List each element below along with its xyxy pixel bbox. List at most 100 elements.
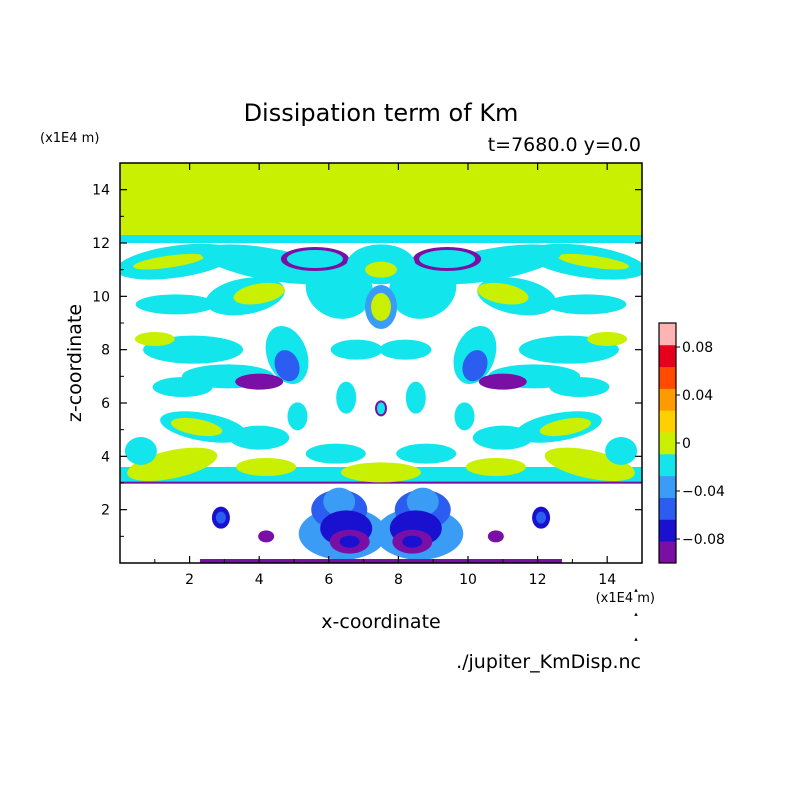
x-tick-label: 8 xyxy=(394,572,403,588)
y-tick-label: 4 xyxy=(101,449,110,465)
heatmap-plot-area xyxy=(120,163,642,563)
colorbar xyxy=(658,322,677,564)
x-axis-unit: (x1E4 m) xyxy=(596,591,655,606)
heatmap-contour-blob xyxy=(287,402,308,431)
heatmap-contour-blob xyxy=(233,282,285,305)
heatmap-contour-blob xyxy=(454,402,475,431)
heatmap-contour-blob xyxy=(215,511,226,524)
heatmap-contour-blob xyxy=(200,244,339,285)
colorbar-swatch xyxy=(659,519,676,542)
heatmap-contour-blob xyxy=(170,417,223,437)
heatmap-contour-blob xyxy=(419,250,476,268)
heatmap-contour-blob xyxy=(336,381,357,414)
x-tick-label: 10 xyxy=(459,572,477,588)
x-axis-ticks: 2 4 6 8 10 12 14 xyxy=(154,163,643,588)
x-axis-label: x-coordinate xyxy=(321,611,440,633)
colorbar-swatch xyxy=(659,323,676,346)
colorbar-tick-label: −0.04 xyxy=(682,484,725,500)
heatmap-contour-blob xyxy=(379,339,432,360)
heatmap-contour-blob xyxy=(365,261,397,278)
heatmap-contour-blob xyxy=(477,282,529,305)
heatmap-contour-blob xyxy=(339,535,360,548)
y-axis-unit: (x1E4 m) xyxy=(40,131,99,146)
heatmap-contour-blob xyxy=(341,462,421,483)
heatmap-contour-blob xyxy=(377,402,385,415)
heatmap-contour-blob xyxy=(465,458,526,476)
y-tick-label: 14 xyxy=(92,183,110,199)
heatmap-contour-blob xyxy=(605,437,638,465)
y-tick-label: 6 xyxy=(101,396,110,412)
heatmap-contour-blob xyxy=(462,350,488,382)
heatmap-contour-blob xyxy=(135,294,216,315)
heatmap-contour-blob xyxy=(549,377,610,397)
heatmap-contour-blob xyxy=(330,339,383,360)
chart-title: Dissipation term of Km xyxy=(244,99,519,127)
colorbar-ticks: −0.08 −0.04 0 0.04 0.08 xyxy=(676,340,725,548)
heatmap-contour-blob xyxy=(286,250,343,268)
heatmap-contour-blob xyxy=(229,425,290,450)
heatmap-contour-blob xyxy=(236,458,297,476)
heatmap-contour-blob xyxy=(235,373,284,390)
heatmap-contour-blob xyxy=(406,487,439,516)
colorbar-swatch xyxy=(659,541,676,564)
heatmap-contour-blob xyxy=(544,447,635,482)
colorbar-swatch xyxy=(659,366,676,389)
heatmap-contour-blob xyxy=(133,253,205,270)
heatmap-contour-blob xyxy=(396,443,457,464)
heatmap-contour-blob xyxy=(134,332,175,346)
x-tick-label: 4 xyxy=(255,572,264,588)
heatmap-contour-blob xyxy=(124,437,157,465)
colorbar-swatch xyxy=(659,497,676,520)
corner-marker-2: ▴ xyxy=(634,610,638,618)
heatmap-contour-blob xyxy=(258,530,275,543)
heatmap-contour-blob xyxy=(546,294,627,315)
y-tick-label: 8 xyxy=(101,343,110,359)
colorbar-tick-label: −0.08 xyxy=(682,532,725,548)
heatmap-contour-blob xyxy=(472,425,533,450)
heatmap-contour-blob xyxy=(152,377,213,397)
corner-marker-1: ▴ xyxy=(634,586,638,594)
heatmap-contour-blob xyxy=(536,511,547,524)
heatmap-band xyxy=(120,235,642,243)
heatmap-contour-blob xyxy=(305,443,366,464)
colorbar-swatch xyxy=(659,432,676,455)
y-tick-label: 12 xyxy=(92,236,110,252)
heatmap-contour-blob xyxy=(423,244,562,285)
heatmap-contour-blob xyxy=(487,530,504,543)
heatmap-contour-blob xyxy=(557,253,629,270)
colorbar-tick-label: 0 xyxy=(682,436,691,452)
colorbar-tick-label: 0.04 xyxy=(682,388,713,404)
colorbar-swatch xyxy=(659,388,676,411)
x-tick-label: 14 xyxy=(598,572,616,588)
x-tick-label: 6 xyxy=(324,572,333,588)
chart-subtitle: t=7680.0 y=0.0 xyxy=(488,134,641,156)
y-tick-label: 2 xyxy=(101,503,110,519)
y-axis-ticks: 2 4 6 8 10 12 14 xyxy=(92,162,642,537)
heatmap-contour-blob xyxy=(402,535,423,548)
x-tick-label: 2 xyxy=(185,572,194,588)
heatmap-blobs xyxy=(120,235,642,563)
heatmap-floor-strip xyxy=(200,559,562,563)
y-axis-label: z-coordinate xyxy=(64,304,86,422)
plot-frame xyxy=(119,162,643,564)
heatmap-contour-blob xyxy=(127,447,218,482)
heatmap-region-upper-layer xyxy=(120,163,642,237)
heatmap-contour-blob xyxy=(371,293,391,321)
corner-marker-3: ▴ xyxy=(634,635,638,643)
heatmap-contour-blob xyxy=(323,487,356,516)
heatmap-contour-blob xyxy=(539,417,592,437)
heatmap-band-edge xyxy=(120,481,642,484)
colorbar-swatch xyxy=(659,410,676,433)
heatmap-contour-blob xyxy=(478,373,527,390)
colorbar-swatch xyxy=(659,344,676,368)
colorbar-swatch xyxy=(659,453,676,477)
colorbar-swatch xyxy=(659,475,676,498)
x-tick-label: 12 xyxy=(529,572,547,588)
source-file-label: ./jupiter_KmDisp.nc xyxy=(456,651,641,673)
heatmap-contour-blob xyxy=(587,332,628,346)
heatmap-contour-blob xyxy=(274,350,300,382)
y-tick-label: 10 xyxy=(92,289,110,305)
heatmap-contour-blob xyxy=(405,381,426,414)
colorbar-tick-label: 0.08 xyxy=(682,340,713,356)
